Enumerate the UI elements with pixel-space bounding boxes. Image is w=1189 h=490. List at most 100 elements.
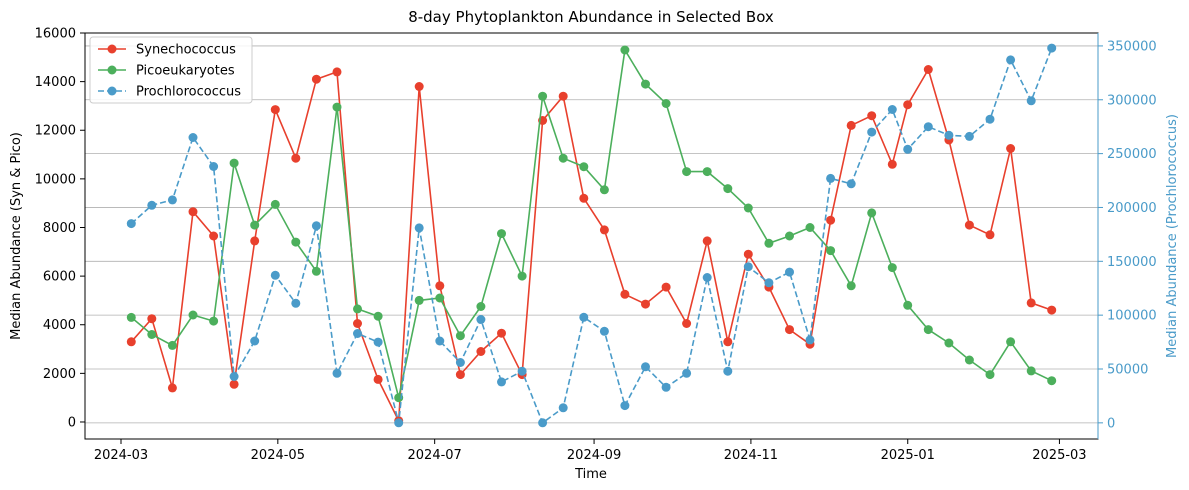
data-point-prochlorococcus bbox=[846, 179, 856, 189]
right-axis-tick-label: 350000 bbox=[1107, 39, 1157, 54]
data-point-prochlorococcus bbox=[682, 368, 692, 378]
x-axis-tick-label: 2024-05 bbox=[251, 448, 305, 463]
data-point-picoeukaryotes bbox=[785, 231, 794, 241]
legend-marker-synechococcus bbox=[107, 44, 117, 54]
left-axis-tick-label: 10000 bbox=[35, 172, 76, 187]
data-point-synechococcus bbox=[903, 100, 913, 110]
data-point-prochlorococcus bbox=[394, 418, 404, 428]
data-point-picoeukaryotes bbox=[229, 158, 239, 168]
right-axis: 0 50000 100000 150000 200000 250000 300000 3500… bbox=[1097, 33, 1157, 439]
data-point-synechococcus bbox=[126, 337, 136, 347]
data-point-picoeukaryotes bbox=[805, 223, 815, 232]
data-point-prochlorococcus bbox=[311, 221, 321, 231]
data-point-prochlorococcus bbox=[517, 366, 527, 376]
data-point-picoeukaryotes bbox=[887, 263, 897, 273]
series-prochlorococcus bbox=[126, 43, 1057, 428]
data-point-picoeukaryotes bbox=[147, 330, 157, 339]
data-point-picoeukaryotes bbox=[476, 302, 486, 311]
data-point-prochlorococcus bbox=[147, 200, 157, 210]
data-point-synechococcus bbox=[723, 337, 733, 347]
left-axis-tick-label: 14000 bbox=[35, 75, 76, 90]
data-point-picoeukaryotes bbox=[517, 271, 527, 281]
data-point-synechococcus bbox=[599, 225, 609, 235]
data-point-synechococcus bbox=[497, 328, 506, 338]
data-point-prochlorococcus bbox=[805, 335, 815, 345]
data-point-synechococcus bbox=[147, 314, 157, 324]
data-point-synechococcus bbox=[353, 319, 362, 328]
right-axis-tick-label: 100000 bbox=[1107, 309, 1157, 324]
data-point-picoeukaryotes bbox=[291, 237, 301, 247]
data-point-prochlorococcus bbox=[599, 326, 609, 336]
data-point-prochlorococcus bbox=[887, 105, 897, 114]
data-point-synechococcus bbox=[887, 159, 897, 169]
data-point-picoeukaryotes bbox=[167, 340, 177, 350]
data-point-synechococcus bbox=[188, 207, 198, 217]
data-point-picoeukaryotes bbox=[250, 220, 260, 230]
right-axis-tick-label: 250000 bbox=[1107, 147, 1157, 162]
legend-label-synechococcus: Synechococcus bbox=[136, 43, 236, 58]
right-axis-tick-label: 300000 bbox=[1107, 93, 1157, 108]
data-point-synechococcus bbox=[311, 74, 321, 84]
data-point-picoeukaryotes bbox=[826, 246, 836, 256]
data-point-synechococcus bbox=[332, 67, 342, 77]
left-axis-tick-label: 16000 bbox=[35, 27, 76, 42]
data-point-synechococcus bbox=[923, 65, 933, 74]
data-point-picoeukaryotes bbox=[497, 229, 506, 239]
data-point-prochlorococcus bbox=[641, 362, 650, 372]
data-point-prochlorococcus bbox=[538, 418, 548, 428]
legend-marker-prochlorococcus bbox=[107, 86, 117, 96]
data-point-picoeukaryotes bbox=[311, 266, 321, 276]
data-point-picoeukaryotes bbox=[270, 199, 280, 209]
x-axis-tick-label: 2025-03 bbox=[1032, 448, 1086, 463]
data-point-picoeukaryotes bbox=[538, 91, 548, 101]
data-point-prochlorococcus bbox=[250, 336, 260, 346]
data-point-picoeukaryotes bbox=[661, 99, 671, 108]
x-axis-tick-label: 2025-01 bbox=[881, 448, 935, 463]
data-point-synechococcus bbox=[558, 91, 568, 101]
left-axis-label: Median Abundance (Syn & Pico) bbox=[9, 132, 24, 340]
data-point-prochlorococcus bbox=[209, 162, 219, 171]
data-point-synechococcus bbox=[414, 82, 424, 91]
series-layer bbox=[126, 43, 1057, 428]
data-point-prochlorococcus bbox=[558, 403, 568, 413]
data-point-prochlorococcus bbox=[923, 122, 933, 132]
data-point-synechococcus bbox=[167, 383, 177, 393]
data-point-picoeukaryotes bbox=[867, 208, 877, 218]
data-point-synechococcus bbox=[250, 236, 260, 246]
data-point-picoeukaryotes bbox=[682, 167, 692, 177]
gridlines bbox=[85, 45, 1098, 424]
x-axis-tick-label: 2024-07 bbox=[408, 448, 462, 463]
x-axis: 2024-03 2024-05 2024-07 2024-09 2024-11 2025-… bbox=[94, 439, 1087, 463]
data-point-synechococcus bbox=[435, 281, 445, 291]
data-point-picoeukaryotes bbox=[353, 304, 362, 314]
data-point-prochlorococcus bbox=[332, 368, 342, 378]
data-point-picoeukaryotes bbox=[1006, 337, 1016, 347]
data-point-synechococcus bbox=[867, 111, 877, 121]
data-point-prochlorococcus bbox=[903, 144, 913, 154]
data-point-picoeukaryotes bbox=[188, 310, 198, 320]
data-point-prochlorococcus bbox=[126, 219, 136, 229]
x-axis-tick-label: 2024-09 bbox=[567, 448, 621, 463]
data-point-prochlorococcus bbox=[455, 358, 465, 367]
data-point-picoeukaryotes bbox=[1047, 376, 1057, 386]
data-point-prochlorococcus bbox=[291, 298, 301, 308]
series-line-synechococcus bbox=[130, 67, 1052, 424]
data-point-prochlorococcus bbox=[476, 315, 486, 324]
data-point-synechococcus bbox=[1026, 298, 1036, 308]
left-axis-tick-label: 6000 bbox=[43, 270, 76, 285]
data-point-picoeukaryotes bbox=[332, 102, 342, 112]
data-point-prochlorococcus bbox=[229, 372, 239, 381]
data-point-synechococcus bbox=[620, 289, 630, 299]
data-point-synechococcus bbox=[743, 249, 753, 259]
x-axis-label: Time bbox=[574, 467, 607, 482]
data-point-picoeukaryotes bbox=[126, 312, 136, 322]
data-point-synechococcus bbox=[846, 120, 856, 130]
data-point-prochlorococcus bbox=[785, 267, 794, 277]
right-axis-tick-label: 150000 bbox=[1107, 255, 1157, 270]
left-axis-tick-label: 4000 bbox=[43, 318, 76, 333]
left-axis: 0 2000 4000 6000 8000 10000 12000 14000 16000 bbox=[35, 27, 85, 430]
data-point-synechococcus bbox=[985, 230, 995, 240]
data-point-synechococcus bbox=[229, 379, 239, 389]
data-point-picoeukaryotes bbox=[944, 338, 954, 348]
data-point-picoeukaryotes bbox=[723, 184, 733, 194]
